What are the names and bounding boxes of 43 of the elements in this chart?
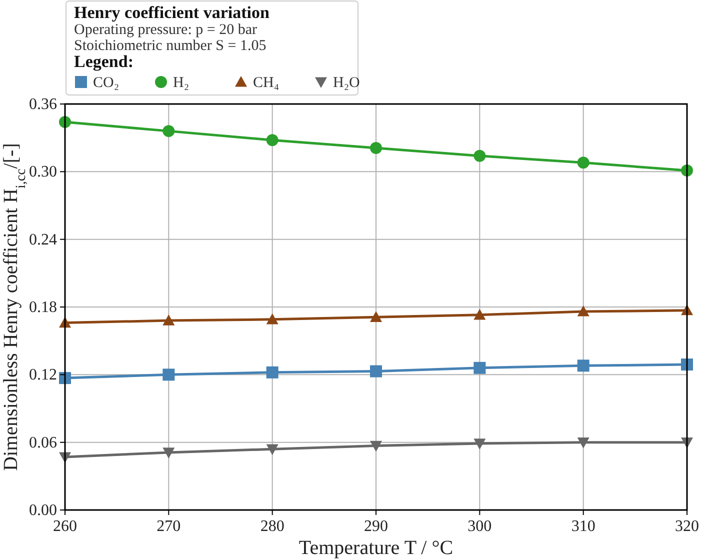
x-tick-label: 310 [571,518,596,535]
point [266,444,278,456]
point [474,308,486,320]
point [266,134,278,146]
y-tick-label: 0.06 [29,434,57,452]
x-tick-label: 320 [675,518,699,535]
legend-title: Legend: [74,52,134,71]
point [577,306,590,316]
y-tick-label: 0.00 [29,502,57,519]
text: Stoichiometric number S = 1.05 [74,38,266,54]
point [474,362,486,374]
x-tick-label: 300 [468,518,492,535]
point [162,125,175,138]
point [370,311,382,322]
point [162,368,175,381]
chart-title: Henry coefficient variation [74,3,270,22]
x-tick-label: 270 [156,518,181,535]
x-tick-label: 290 [364,518,388,535]
y-tick-label: 0.30 [29,164,57,181]
point [577,156,590,169]
point [162,314,175,326]
y-tick-label: 0.24 [29,231,57,248]
x-axis-title: Temperature T / °C [298,537,454,559]
point [266,313,278,324]
point [266,366,278,378]
point [474,438,486,450]
point [162,448,175,458]
chart-subtitle: Operating pressure: p = 20 bar [74,22,257,38]
point [474,150,486,162]
point [577,438,590,448]
y-tick-label: 0.18 [29,299,57,316]
point [577,360,590,372]
point [370,440,382,452]
x-tick-label: 260 [53,518,77,535]
y-tick-label: 0.36 [29,96,57,113]
y-tick-label: 0.12 [29,366,57,384]
legend-label: H₂O [333,75,360,91]
legend-label: CO₂ [93,75,120,91]
point [370,365,382,378]
legend-label: H₂ [173,75,190,91]
legend-label: CH₄ [253,75,280,91]
x-tick-label: 280 [260,518,284,535]
point [370,142,382,154]
